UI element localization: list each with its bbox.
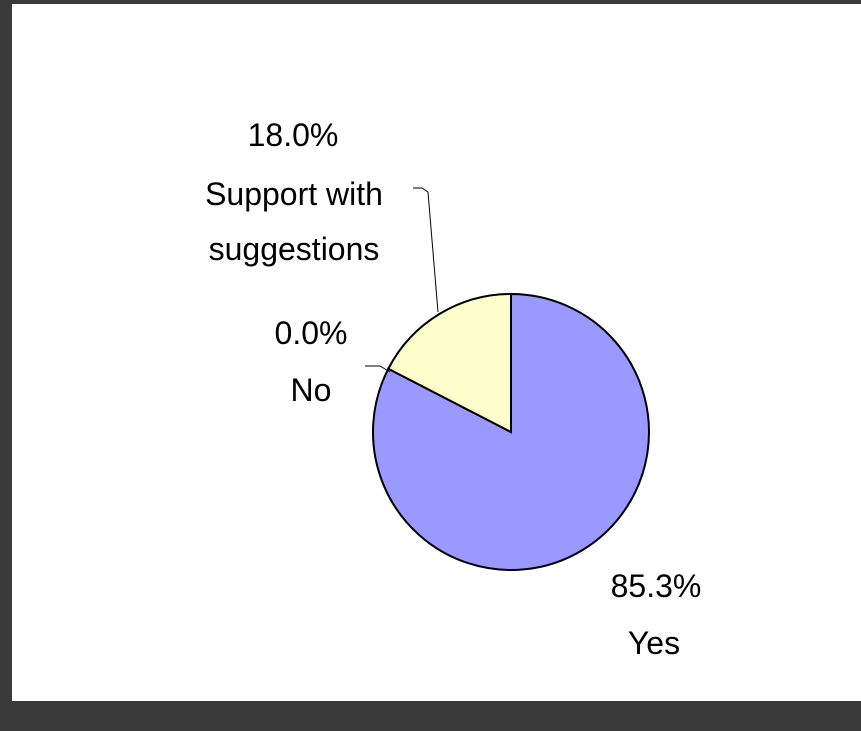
data-label-support-name-line2: suggestions <box>209 231 380 267</box>
data-label-support-name-line1: Support with <box>205 176 383 212</box>
leader-line-no <box>365 365 391 373</box>
leader-line-support <box>413 187 439 313</box>
data-label-no-name: No <box>291 372 332 408</box>
data-label-no-value: 0.0% <box>275 315 348 351</box>
leader-lines-layer <box>365 187 439 373</box>
pie-slice-support-with-suggestions <box>386 292 512 434</box>
labels-layer: 85.3% Yes 18.0% Support with suggestions 0.0%… <box>205 117 701 661</box>
data-label-support-value: 18.0% <box>248 117 339 153</box>
slices-layer <box>372 292 650 571</box>
data-label-yes-value: 85.3% <box>611 568 702 604</box>
data-label-yes-name: Yes <box>628 625 680 661</box>
